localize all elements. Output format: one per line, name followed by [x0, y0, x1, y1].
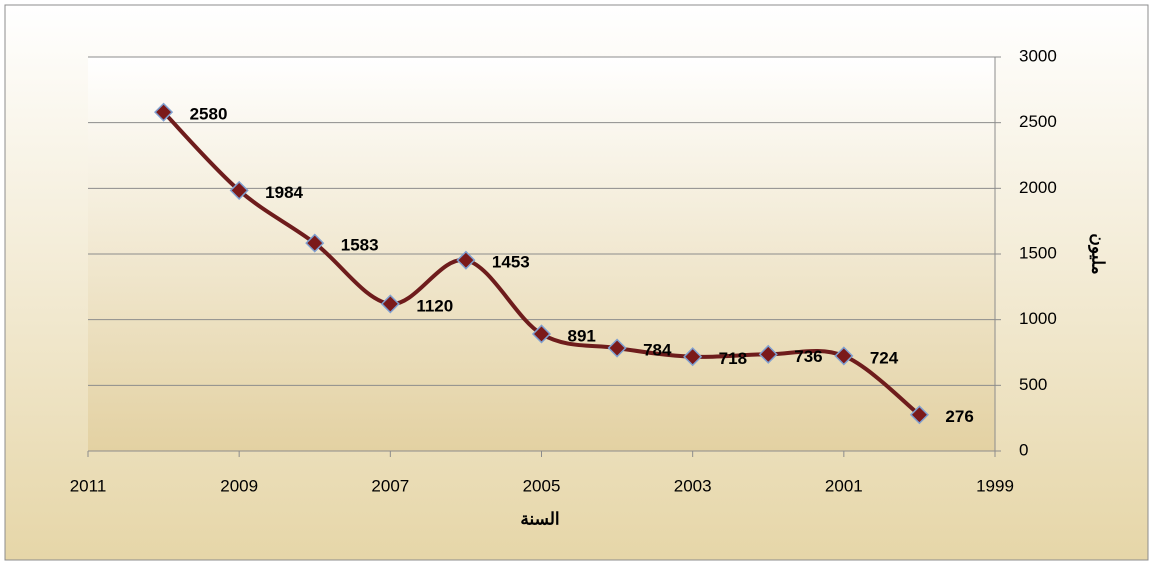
- data-marker: [154, 102, 174, 122]
- x-tick-label: 2003: [674, 476, 712, 495]
- data-marker: [229, 180, 249, 200]
- data-line: [162, 110, 921, 417]
- x-tick-label: 2001: [825, 476, 863, 495]
- data-marker: [456, 250, 476, 270]
- x-tick-label: 2011: [70, 476, 107, 495]
- x-tick-label: 2007: [371, 476, 409, 495]
- y-tick-label: 2500: [1019, 112, 1057, 131]
- data-label: 1583: [341, 236, 379, 255]
- x-axis-title: السنة: [520, 509, 559, 528]
- data-label: 784: [643, 341, 672, 360]
- data-label: 724: [870, 348, 899, 367]
- y-tick-label: 0: [1019, 440, 1028, 459]
- data-marker: [909, 405, 929, 425]
- data-marker: [531, 324, 552, 344]
- data-marker: [380, 294, 400, 314]
- y-tick-label: 1000: [1019, 309, 1057, 328]
- data-label: 891: [568, 326, 596, 345]
- data-marker: [683, 347, 703, 367]
- data-label: 736: [794, 347, 822, 366]
- data-marker: [834, 346, 854, 366]
- data-marker: [607, 338, 627, 358]
- data-label: 1120: [416, 296, 453, 315]
- data-label: 276: [945, 407, 973, 426]
- x-tick-label: 2009: [220, 476, 258, 495]
- x-tick-label: 2005: [523, 476, 561, 495]
- y-tick-label: 500: [1019, 375, 1047, 394]
- data-marker: [305, 233, 325, 253]
- data-label: 2580: [190, 105, 228, 124]
- data-label: 1984: [265, 183, 303, 202]
- data-label: 718: [719, 349, 747, 368]
- y-tick-label: 3000: [1019, 46, 1057, 65]
- x-tick-label: 1999: [976, 476, 1014, 495]
- y-tick-label: 1500: [1019, 243, 1057, 262]
- y-tick-label: 2000: [1019, 178, 1057, 197]
- y-axis-title: مليون: [1088, 233, 1108, 274]
- data-label: 1453: [492, 253, 530, 272]
- data-marker: [758, 344, 778, 364]
